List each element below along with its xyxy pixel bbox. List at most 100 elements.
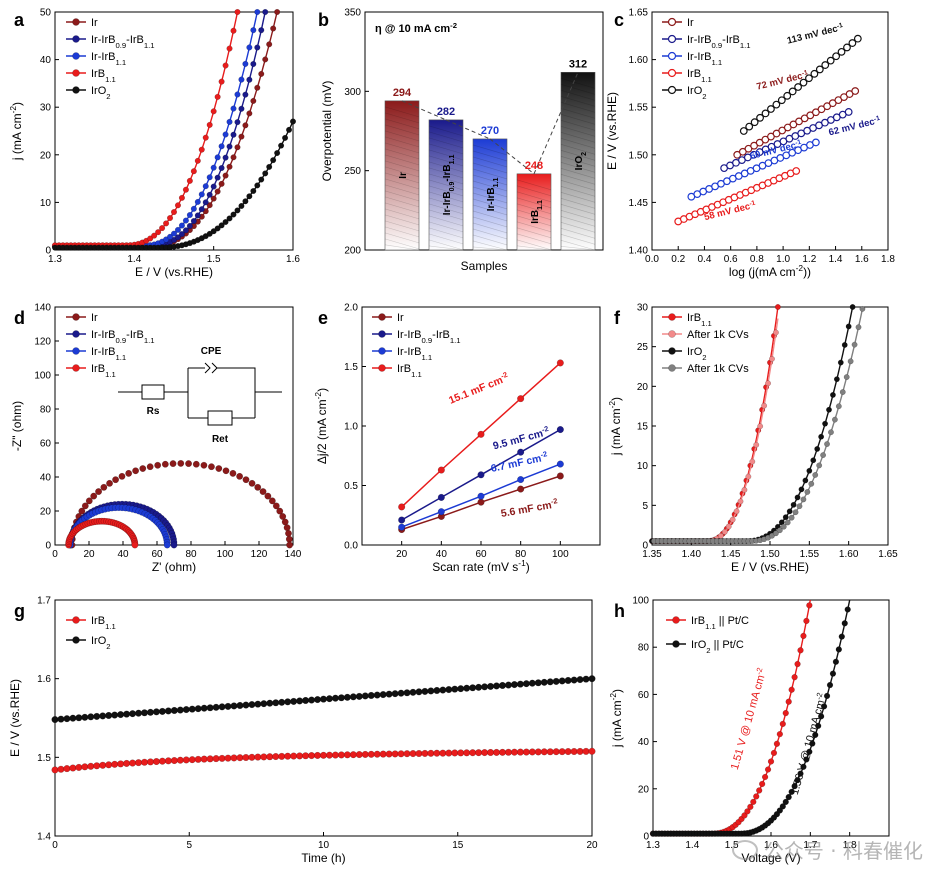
x-tick-label: 1.5 bbox=[725, 840, 739, 851]
data-point bbox=[170, 236, 178, 243]
legend-label: IrB1.1 bbox=[397, 363, 422, 379]
data-point bbox=[176, 756, 184, 764]
bar bbox=[472, 138, 508, 251]
data-point bbox=[174, 226, 182, 233]
data-point bbox=[843, 374, 850, 381]
data-point bbox=[745, 473, 752, 480]
data-point bbox=[463, 749, 471, 757]
data-point bbox=[242, 91, 249, 98]
y-tick-label: 350 bbox=[344, 8, 361, 19]
data-point bbox=[343, 751, 351, 759]
data-point bbox=[750, 798, 757, 806]
bar-hatch bbox=[560, 228, 596, 239]
x-tick-label: 40 bbox=[436, 549, 448, 560]
data-point bbox=[517, 395, 525, 403]
data-point bbox=[815, 65, 824, 74]
data-point bbox=[262, 56, 269, 63]
y-tick-label: 40 bbox=[638, 737, 650, 748]
data-point bbox=[804, 489, 811, 495]
bar bbox=[428, 119, 464, 251]
data-point bbox=[152, 757, 160, 766]
data-point bbox=[75, 714, 83, 722]
data-point bbox=[805, 74, 813, 83]
data-point bbox=[313, 696, 322, 704]
data-point bbox=[823, 692, 831, 700]
bar-hatch bbox=[384, 130, 420, 142]
data-point bbox=[278, 698, 286, 706]
circuit-wire bbox=[217, 367, 256, 418]
data-point bbox=[266, 41, 273, 48]
y-axis-label: j (mA cm-2) bbox=[608, 689, 624, 748]
data-point bbox=[214, 188, 221, 195]
legend-label: Ir-IrB0.9-IrB1.1 bbox=[91, 329, 155, 345]
data-point bbox=[182, 186, 189, 193]
data-point bbox=[849, 304, 856, 310]
bar-hatch bbox=[384, 190, 420, 202]
y-tick-label: 10 bbox=[637, 461, 649, 472]
x-tick-label: 1.4 bbox=[829, 254, 843, 265]
data-point bbox=[238, 76, 245, 83]
data-point bbox=[246, 110, 253, 117]
data-point bbox=[481, 749, 489, 757]
plot-frame bbox=[652, 599, 890, 837]
data-point bbox=[528, 679, 536, 687]
y-tick-label: 80 bbox=[40, 405, 52, 416]
bar-hatch bbox=[472, 168, 508, 180]
data-point bbox=[343, 693, 351, 701]
data-point bbox=[105, 711, 113, 720]
panel-c: 0.0 0.2 0.4 0.6 0.8 1.0 1.2 1.4 1.6 1.8 1.40 1.45 1.… bbox=[605, 8, 895, 280]
bar-category-label: Ir bbox=[398, 172, 409, 179]
bar-hatch bbox=[384, 172, 420, 184]
voltage-annotation: 1.56 V @ 10 mA cm-2 bbox=[786, 691, 829, 796]
bar-value-label: 270 bbox=[481, 125, 499, 137]
y-tick-label: 1.7 bbox=[37, 596, 51, 607]
data-point bbox=[186, 177, 193, 184]
data-point bbox=[772, 329, 779, 336]
data-point bbox=[745, 122, 754, 131]
data-point bbox=[729, 516, 736, 523]
y-tick-label: 1.45 bbox=[629, 198, 649, 209]
data-point bbox=[93, 762, 101, 770]
data-point bbox=[87, 713, 95, 721]
data-point bbox=[72, 330, 80, 338]
data-point bbox=[272, 502, 280, 510]
data-point bbox=[759, 780, 766, 788]
data-point bbox=[285, 529, 292, 537]
data-point bbox=[234, 91, 241, 98]
data-point bbox=[747, 803, 754, 810]
bar-hatch bbox=[384, 202, 420, 214]
data-point bbox=[154, 461, 162, 469]
data-point bbox=[218, 222, 225, 229]
data-point bbox=[451, 685, 459, 693]
bar-hatch bbox=[472, 228, 508, 240]
data-point bbox=[236, 472, 244, 480]
data-point bbox=[290, 697, 298, 705]
legend-label: Ir bbox=[397, 312, 404, 324]
data-point bbox=[777, 96, 786, 105]
data-point bbox=[296, 697, 304, 705]
bar-hatch bbox=[560, 240, 596, 251]
data-point bbox=[510, 681, 518, 689]
data-point bbox=[290, 752, 298, 760]
data-point bbox=[788, 514, 795, 521]
data-point bbox=[313, 751, 322, 760]
bar-hatch bbox=[472, 240, 508, 251]
panel-letter: d bbox=[14, 308, 25, 328]
x-tick-label: 1.4 bbox=[685, 840, 699, 851]
data-point bbox=[398, 503, 406, 511]
data-point bbox=[725, 523, 732, 530]
data-point bbox=[250, 187, 257, 195]
data-point bbox=[517, 476, 525, 484]
legend-label: IrB1.1 bbox=[687, 68, 712, 84]
x-tick-label: 20 bbox=[396, 549, 408, 560]
data-point bbox=[415, 749, 423, 758]
data-point bbox=[100, 483, 108, 491]
x-tick-label: 140 bbox=[285, 549, 302, 560]
slope-label: 72 mV dec-1 bbox=[755, 69, 809, 93]
data-point bbox=[770, 749, 778, 757]
chart-title: η @ 10 mA cm-2 bbox=[375, 21, 457, 36]
x-tick-label: 120 bbox=[251, 549, 268, 560]
data-point bbox=[170, 706, 178, 715]
x-tick-label: 20 bbox=[586, 840, 598, 851]
